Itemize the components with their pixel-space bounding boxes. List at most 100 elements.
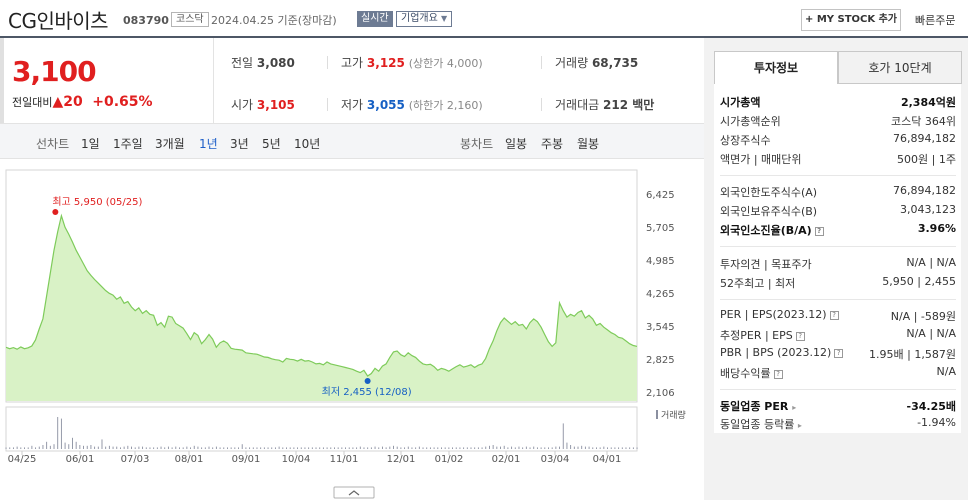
company-overview-dropdown[interactable]: 기업개요 ▼ xyxy=(396,11,453,27)
period-5y[interactable]: 5년 xyxy=(262,137,281,151)
x-tick-label: 10/04 xyxy=(282,454,311,465)
volume-bar xyxy=(422,447,424,449)
volume-bar xyxy=(389,446,391,449)
y-tick-label: 2,825 xyxy=(646,355,675,366)
volume-bar xyxy=(267,447,269,449)
chart-toolbar: 선차트 1일 1주일 3개월 1년 3년 5년 10년 봉차트 일봉 주봉 월봉 xyxy=(0,123,704,159)
volume-bar xyxy=(514,447,516,449)
volume-bar xyxy=(46,441,48,449)
foreign-limit-row: 외국인한도주식수(A) 76,894,182 xyxy=(720,184,956,199)
price-chart[interactable]: 6,425 5,705 4,985 4,265 3,545 2,825 2,106 최고 5,… xyxy=(0,160,704,500)
line-chart-label: 선차트 xyxy=(36,137,70,151)
volume-plot-frame xyxy=(5,406,638,452)
help-icon[interactable]: ? xyxy=(829,311,839,320)
volume-bar xyxy=(260,447,262,449)
y-tick-label: 6,425 xyxy=(646,190,675,201)
volume-bar xyxy=(584,446,586,449)
current-price: 3,100 xyxy=(12,55,97,88)
volume-bar xyxy=(16,446,18,449)
period-10y[interactable]: 10년 xyxy=(294,137,321,151)
volume-bar xyxy=(404,447,406,449)
pbr-row: PBR | BPS (2023.12)? 1.95배 | 1,587원 xyxy=(720,346,956,361)
volume-bar xyxy=(263,447,265,449)
volume-bar xyxy=(326,447,328,449)
volume-bar xyxy=(492,445,494,449)
volume-bar xyxy=(190,447,192,449)
help-icon[interactable]: ? xyxy=(814,227,824,236)
candle-weekly[interactable]: 주봉 xyxy=(541,137,564,151)
volume-bar xyxy=(289,447,291,449)
tab-investment-info[interactable]: 투자정보 xyxy=(714,51,838,84)
volume-bar xyxy=(477,447,479,449)
volume-bar xyxy=(378,447,380,449)
volume-bar xyxy=(131,446,132,449)
y-tick-label: 4,985 xyxy=(646,256,675,267)
volume-bar xyxy=(319,447,321,449)
period-1d[interactable]: 1일 xyxy=(81,137,100,151)
price-area-fill xyxy=(6,215,637,401)
period-1w[interactable]: 1주일 xyxy=(113,137,143,151)
market-cap-row: 시가총액 2,384억원 xyxy=(720,96,956,109)
volume-bar xyxy=(415,447,417,449)
volume-bar xyxy=(341,447,343,449)
volume-bar xyxy=(282,447,284,449)
chart-scroll-handle[interactable] xyxy=(333,486,375,499)
volume-bar xyxy=(57,417,59,449)
volume-bar xyxy=(227,447,228,449)
volume-bar xyxy=(474,447,476,449)
volume-bar xyxy=(72,437,73,449)
period-3y[interactable]: 3년 xyxy=(230,137,249,151)
volume-bar xyxy=(559,446,561,449)
volume-legend-label: 거래량 xyxy=(661,409,686,421)
volume-bar xyxy=(393,445,394,449)
x-tick-label: 04/25 xyxy=(8,454,37,465)
volume-bar xyxy=(171,447,173,449)
chevron-up-icon xyxy=(348,490,360,496)
volume-bar xyxy=(334,447,335,449)
volume-bar xyxy=(488,445,490,449)
volume-bar xyxy=(90,445,92,449)
volume-bar xyxy=(459,447,461,449)
tab-order-book[interactable]: 호가 10단계 xyxy=(838,51,962,84)
stock-name: CG인바이츠 xyxy=(8,9,109,33)
volume-bar xyxy=(83,445,84,449)
period-3m[interactable]: 3개월 xyxy=(155,137,185,151)
dividend-row: 배당수익률? N/A xyxy=(720,365,956,380)
sector-per-row[interactable]: 동일업종 PER ▸ -34.25배 xyxy=(720,400,956,413)
sector-change-row[interactable]: 동일업종 등락률 ▸ -1.94% xyxy=(720,416,956,431)
change-label: 전일대비 xyxy=(12,96,53,109)
volume-bar xyxy=(367,447,369,449)
y-tick-label: 4,265 xyxy=(646,289,675,300)
quick-order-button[interactable]: 빠른주문 xyxy=(915,14,956,27)
period-1y[interactable]: 1년 xyxy=(199,137,218,151)
help-icon[interactable]: ? xyxy=(834,349,844,358)
candle-daily[interactable]: 일봉 xyxy=(505,137,528,151)
volume-bar xyxy=(112,446,114,449)
x-tick-label: 02/01 xyxy=(492,454,521,465)
candle-monthly[interactable]: 월봉 xyxy=(577,137,600,151)
volume-bar xyxy=(503,445,505,449)
volume-bar xyxy=(400,447,402,449)
volume-bar xyxy=(97,446,99,449)
realtime-badge[interactable]: 실시간 xyxy=(357,11,393,27)
volume-bar xyxy=(573,446,575,449)
day-low: 저가 3,055 (하한가 2,160) xyxy=(341,98,483,112)
volume-bar xyxy=(9,447,11,449)
volume-bar xyxy=(337,447,339,449)
volume-bar xyxy=(396,446,398,449)
volume-bar xyxy=(536,447,538,449)
help-icon[interactable]: ? xyxy=(795,332,805,341)
volume-bar xyxy=(555,446,557,449)
volume-bar xyxy=(60,418,62,449)
volume-bar xyxy=(411,447,413,449)
help-icon[interactable]: ? xyxy=(773,370,783,379)
volume-bar xyxy=(429,447,431,449)
trade-value: 거래대금 212 백만 xyxy=(555,98,655,112)
high-label: 최고 5,950 (05/25) xyxy=(52,196,142,208)
volume-bar xyxy=(448,447,450,449)
open-price: 시가 3,105 xyxy=(231,98,295,112)
volume-bar xyxy=(12,447,14,449)
volume-bar xyxy=(625,447,627,449)
add-mystock-button[interactable]: + MY STOCK 추가 xyxy=(801,9,901,31)
investment-info-panel: 투자정보 호가 10단계 시가총액 2,384억원 시가총액순위 코스닥 364위 … xyxy=(704,38,968,500)
